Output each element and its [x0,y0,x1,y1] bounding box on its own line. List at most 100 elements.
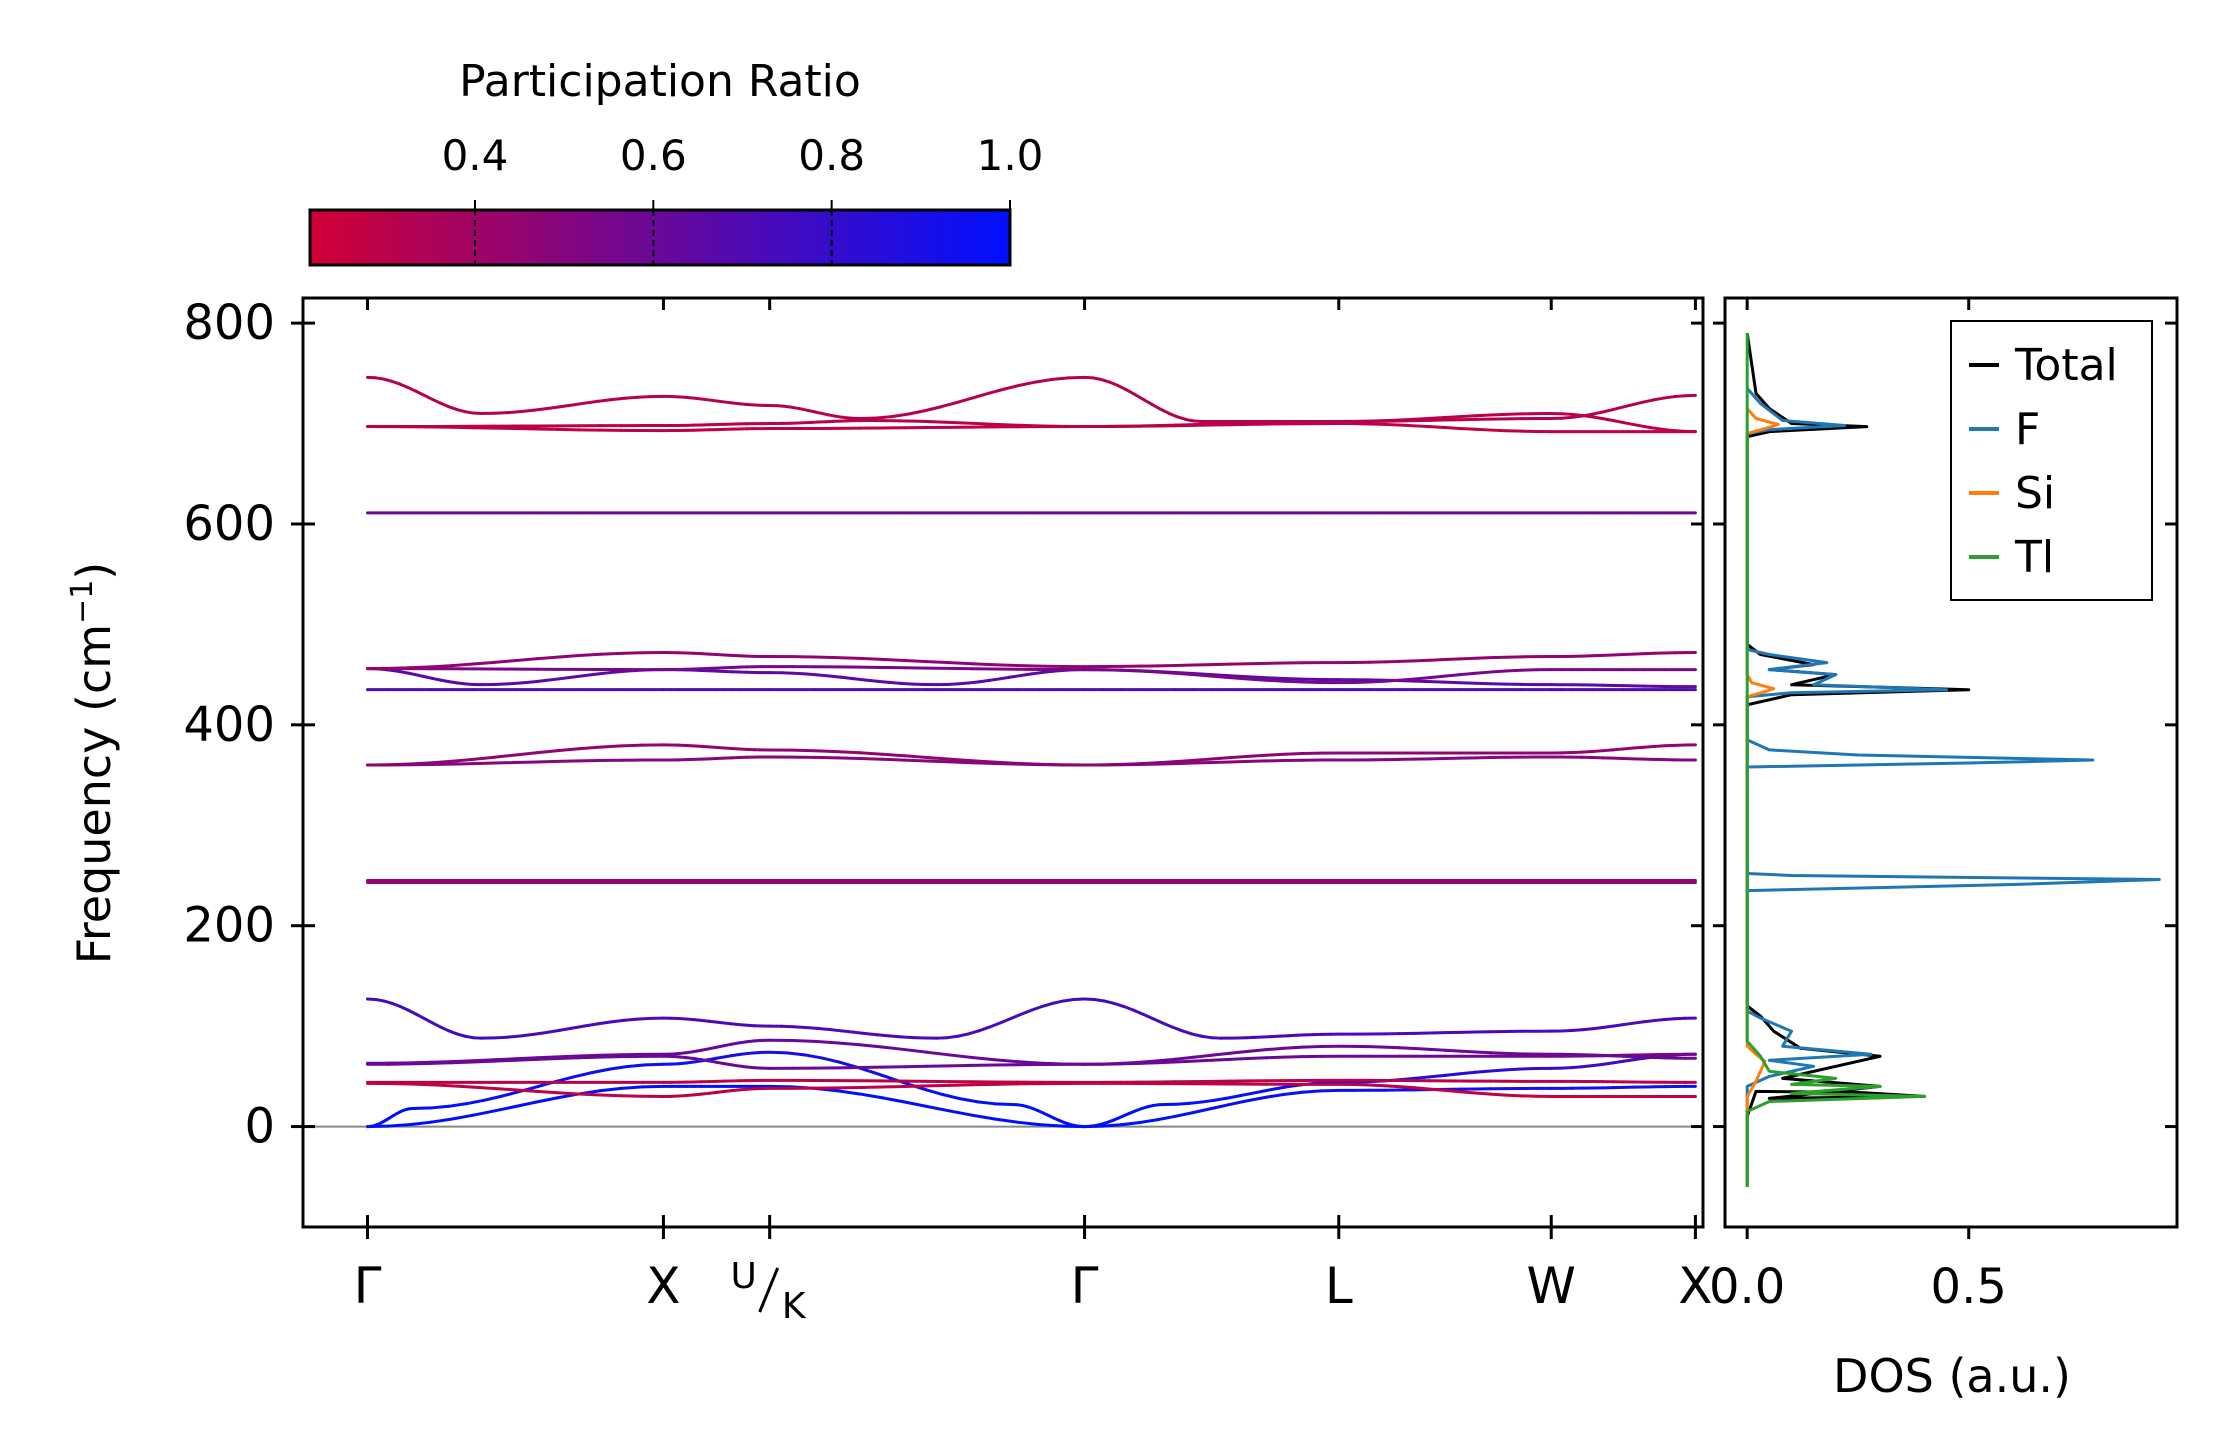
band-segment [955,396,975,405]
colorbar-tick-label: 0.8 [798,131,865,180]
band-segment [1580,749,1594,754]
band-segment [1150,402,1162,411]
band-segment [429,664,454,669]
band-segment [1228,421,1250,425]
band-segment [1428,680,1447,684]
dos-legend: Total F Si Tl [1950,320,2153,601]
band-segment [1443,1072,1462,1077]
band-segment [1458,671,1477,677]
band-segment [1652,426,1667,432]
band-segment [471,761,496,766]
band-segment [835,750,862,755]
band-segment [1489,428,1508,433]
band-segment [939,401,959,409]
band-segment [471,1109,496,1117]
band-segment [974,422,994,426]
band-segment [1192,1053,1214,1059]
band-segment [1611,1059,1625,1065]
x-tick-label: Γ [354,1257,382,1315]
band-segment [966,680,981,685]
legend-box [1950,320,2153,601]
band-segment [1489,412,1508,417]
band-segment [1040,1001,1055,1008]
band-segment [1489,669,1508,674]
band-segment [1473,656,1493,660]
band-segment [1473,427,1493,432]
band-segment [880,757,907,762]
band-segment [887,1034,903,1039]
band-segment [513,1100,539,1108]
band-segment [471,1058,496,1063]
band-segment [1210,1051,1232,1057]
band-segment [993,761,1019,766]
band-segment [1225,1094,1241,1100]
band-segment [970,1055,997,1062]
band-segment [1560,1066,1574,1070]
band-segment [619,1085,644,1090]
band-segment [1428,416,1447,420]
x-tick-label: W [1527,1257,1576,1315]
band-segment [1092,998,1106,1003]
band-segment [1570,1065,1584,1070]
band-segment [948,757,974,763]
band-segment [925,1050,952,1057]
band-segment [956,681,970,686]
band-segment [1264,1092,1286,1099]
band-segment [1300,1089,1323,1094]
band-segment [518,408,535,414]
band-segment [635,395,652,399]
band-segment [1621,402,1636,409]
band-segment [1102,999,1116,1005]
band-segment [513,1088,539,1093]
band-segment [1428,658,1447,662]
band-segment [1237,1091,1254,1098]
band-segment [1611,747,1625,752]
y-tick-label: 800 [183,295,275,351]
band-segment [1580,1027,1594,1032]
band-segment [431,1021,443,1029]
band-segment [598,651,623,656]
band [365,743,1697,767]
band-segment [492,659,517,664]
band-segment [429,1104,451,1110]
band-segment [785,1051,806,1057]
band-segment [815,673,831,678]
band-segment [518,680,535,685]
band-segment [1413,679,1432,684]
band-segment [924,1088,945,1097]
band-segment [408,1120,433,1127]
band-segment [875,1033,891,1038]
band-segment [998,1017,1013,1025]
band-segment [544,677,561,682]
svg-text:Frequency (cm−1): Frequency (cm−1) [65,562,121,965]
band-segment [959,421,978,426]
band-segment [790,1038,817,1043]
band-segment [1632,423,1646,428]
band-segment [887,680,903,685]
band-segment [414,1012,426,1021]
band-segment [1187,1100,1204,1105]
band-segment [609,1018,626,1024]
band-segment [835,656,862,660]
band-segment [1137,1118,1159,1125]
y-axis-label-close: ) [67,562,121,580]
band-segment [598,744,623,749]
band-segment [1473,413,1493,418]
band-segment [966,1029,981,1036]
band-segment [1161,1021,1174,1029]
band-segment [948,1083,974,1087]
x-tick-label: Γ [1071,1257,1099,1315]
band-segment [1601,417,1615,423]
band-segment [1210,760,1232,764]
y-tick-label: 400 [183,697,275,753]
band-segment [1030,1004,1044,1012]
band-segment [1458,1070,1477,1076]
band-segment [858,751,884,756]
band-segment [903,754,929,759]
legend-label: F [2015,404,2040,455]
band-segment [1580,1064,1594,1069]
band-segment [1601,1061,1615,1066]
band-segment [813,655,839,660]
band-segment [1642,424,1656,430]
band-segment [1212,1096,1229,1102]
